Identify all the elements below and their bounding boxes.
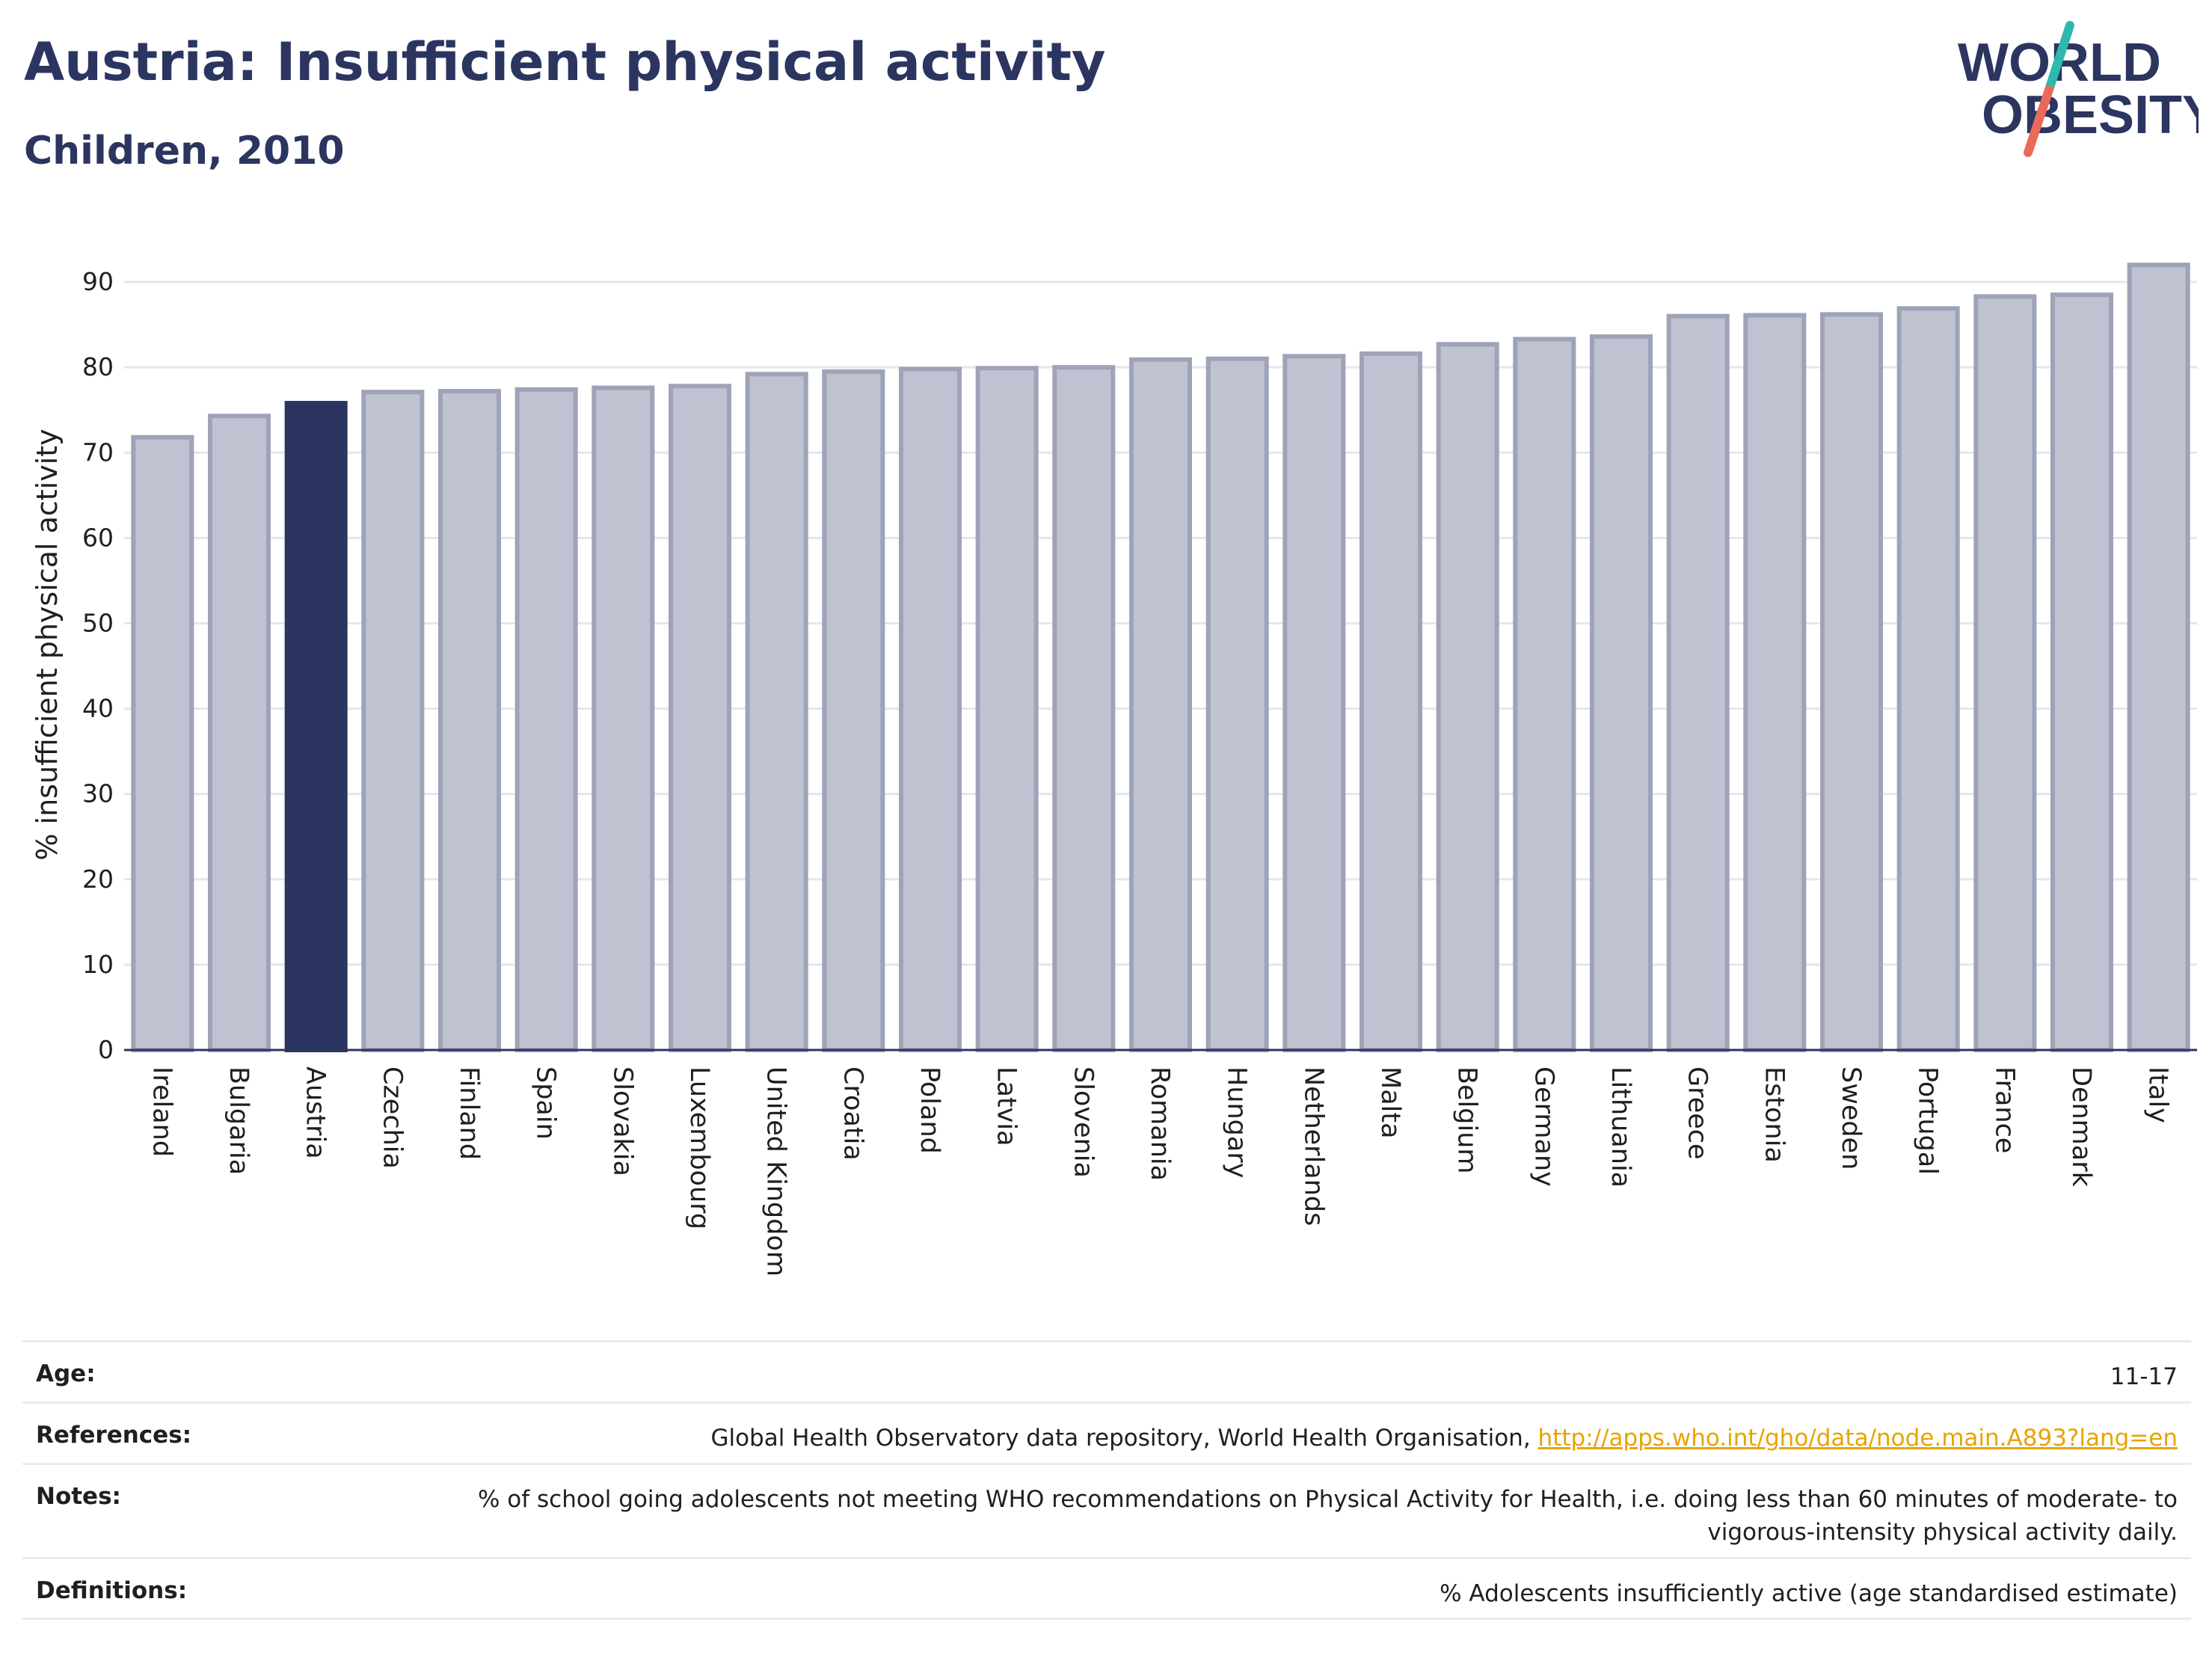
- logo-word-obesity: OBESITY: [1982, 85, 2199, 145]
- bar-denmark: [2050, 292, 2114, 1053]
- x-tick-label: Malta: [1375, 1066, 1405, 1139]
- x-tick-label: Greece: [1683, 1066, 1712, 1160]
- world-obesity-logo: WORLD OBESITY: [1958, 21, 2199, 157]
- age-value: 11-17: [2110, 1363, 2178, 1390]
- bar-bulgaria: [207, 414, 271, 1053]
- bar-romania: [1128, 357, 1193, 1052]
- x-tick-label: Spain: [531, 1066, 561, 1140]
- x-tick-label: France: [1989, 1066, 2019, 1153]
- x-tick-label: Italy: [2143, 1066, 2173, 1123]
- x-tick-label: Lithuania: [1606, 1066, 1635, 1188]
- x-tick-label: Netherlands: [1298, 1066, 1328, 1226]
- bar-italy: [2127, 262, 2190, 1053]
- y-tick-label: 90: [82, 267, 114, 296]
- bar-slovakia: [592, 385, 655, 1052]
- x-tick-label: Czechia: [377, 1066, 407, 1169]
- bar-netherlands: [1282, 354, 1346, 1052]
- bar-spain: [514, 387, 578, 1052]
- bar-france: [1973, 294, 2037, 1053]
- x-tick-label: Poland: [915, 1066, 944, 1154]
- bar-chart: 0 10 20 30 40 50 60 70 80 90 % insufficient physic…: [31, 262, 2197, 1277]
- bar-germany: [1513, 337, 1576, 1052]
- bar-luxembourg: [668, 384, 732, 1052]
- x-tick-label: Sweden: [1836, 1066, 1866, 1170]
- y-tick-label: 80: [82, 352, 114, 381]
- x-tick-label: Germany: [1529, 1066, 1558, 1187]
- y-tick-label: 30: [82, 779, 114, 808]
- y-tick-label: 70: [82, 437, 114, 467]
- x-tick-label: Luxembourg: [684, 1066, 714, 1229]
- info-row-age: Age: 11-17: [22, 1340, 2191, 1401]
- x-tick-label: Bulgaria: [224, 1066, 254, 1175]
- references-text: Global Health Observatory data repositor…: [710, 1425, 1531, 1452]
- bar-czechia: [361, 390, 425, 1053]
- definitions-value: % Adolescents insufficiently active (age…: [1440, 1580, 2178, 1607]
- x-tick-label: Ireland: [147, 1066, 176, 1157]
- bar-united-kingdom: [745, 372, 808, 1052]
- bar-malta: [1359, 351, 1423, 1052]
- y-tick-label: 20: [82, 865, 114, 894]
- x-tick-label: Portugal: [1913, 1066, 1943, 1175]
- bar-lithuania: [1589, 334, 1653, 1052]
- x-tick-label: Finland: [454, 1066, 484, 1160]
- bar-greece: [1666, 313, 1730, 1052]
- info-row-references: References: Global Health Observatory da…: [22, 1401, 2191, 1463]
- y-tick-label: 40: [82, 694, 114, 723]
- bar-ireland: [131, 435, 194, 1053]
- notes-label: Notes:: [36, 1483, 121, 1510]
- logo-teal-slash: [2044, 21, 2074, 94]
- notes-value: % of school going adolescents not meetin…: [477, 1486, 2178, 1546]
- x-tick-label: Belgium: [1452, 1066, 1482, 1174]
- y-tick-label: 60: [82, 523, 114, 552]
- x-tick-label: Latvia: [992, 1066, 1021, 1146]
- bar-latvia: [975, 366, 1039, 1052]
- bar-austria: [284, 401, 348, 1052]
- age-label: Age:: [36, 1360, 96, 1387]
- references-label: References:: [36, 1422, 192, 1449]
- x-tick-label: Romania: [1145, 1066, 1175, 1181]
- x-tick-label: Croatia: [838, 1066, 867, 1161]
- page-title: Austria: Insufficient physical activity: [24, 31, 1106, 93]
- x-tick-label: Slovakia: [607, 1066, 637, 1176]
- bar-sweden: [1819, 312, 1884, 1052]
- bar-croatia: [822, 369, 885, 1052]
- bar-belgium: [1436, 342, 1499, 1052]
- info-row-notes: Notes: % of school going adolescents not…: [22, 1463, 2191, 1557]
- logo-coral-slash: [2024, 85, 2053, 157]
- y-tick-label: 10: [82, 950, 114, 979]
- info-row-definitions: Definitions: % Adolescents insufficientl…: [22, 1557, 2191, 1620]
- y-tick-label: 0: [98, 1035, 114, 1064]
- x-tick-label: Austria: [301, 1066, 331, 1159]
- info-table: Age: 11-17 References: Global Health Obs…: [22, 1340, 2191, 1620]
- y-axis-label: % insufficient physical activity: [31, 429, 64, 860]
- references-link[interactable]: http://apps.who.int/gho/data/node.main.A…: [1537, 1425, 2178, 1452]
- bar-slovenia: [1052, 365, 1116, 1052]
- x-tick-label: Slovenia: [1068, 1066, 1098, 1178]
- bar-hungary: [1205, 356, 1269, 1052]
- bar-estonia: [1743, 313, 1807, 1052]
- page-subtitle: Children, 2010: [24, 129, 345, 174]
- bar-poland: [898, 366, 962, 1052]
- x-tick-label: Hungary: [1222, 1066, 1252, 1178]
- references-value: Global Health Observatory data repositor…: [710, 1422, 2178, 1455]
- bar-portugal: [1896, 306, 1960, 1052]
- x-tick-label: Denmark: [2066, 1066, 2096, 1188]
- bar-finland: [437, 389, 502, 1052]
- x-tick-label: United Kingdom: [761, 1066, 791, 1277]
- y-tick-label: 50: [82, 608, 114, 637]
- x-tick-label: Estonia: [1759, 1066, 1789, 1163]
- definitions-label: Definitions:: [36, 1577, 188, 1604]
